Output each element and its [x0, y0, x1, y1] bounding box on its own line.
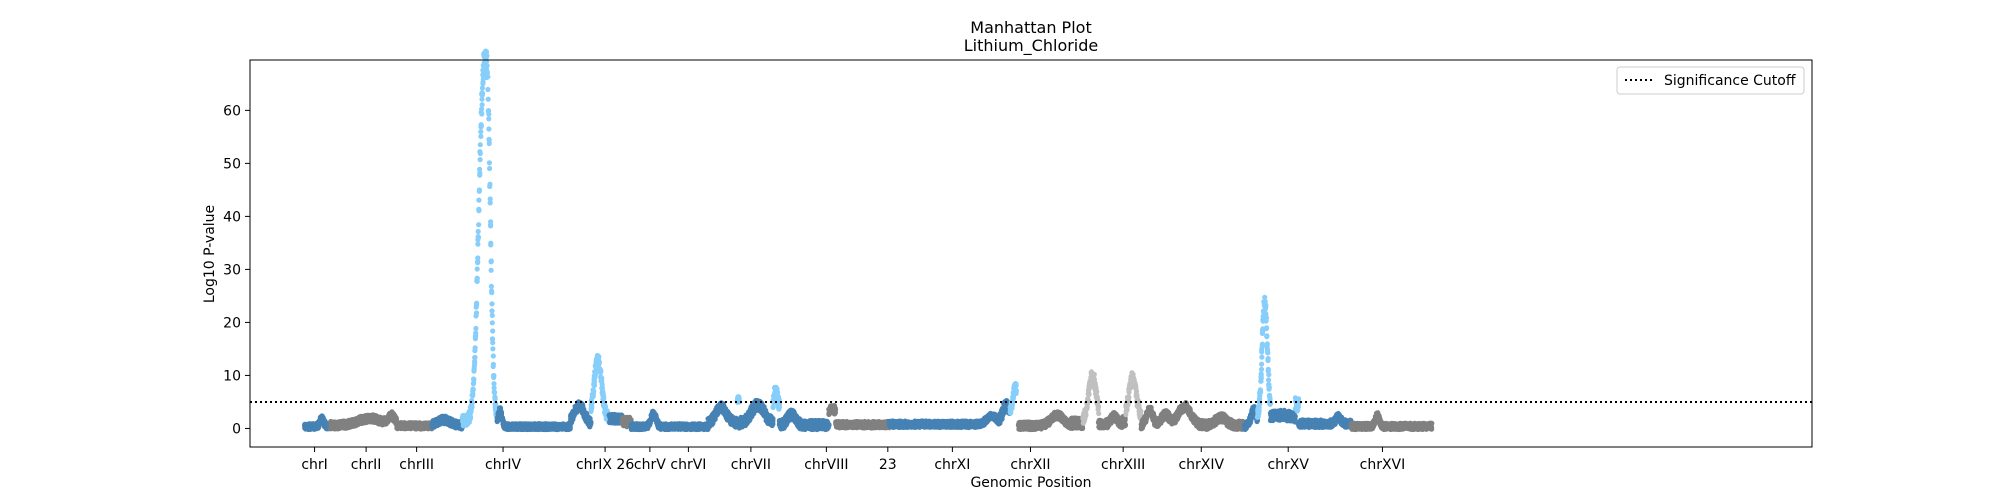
data-point [483, 49, 489, 55]
data-point [488, 267, 494, 273]
chart-title: Manhattan Plot [970, 18, 1091, 37]
data-point [474, 266, 480, 272]
data-point [491, 373, 497, 379]
data-point [599, 381, 605, 388]
data-point [591, 388, 597, 394]
data-point [469, 404, 475, 410]
data-point [474, 302, 480, 308]
data-point [477, 170, 483, 176]
data-point [479, 91, 486, 97]
data-point [484, 63, 490, 69]
data-point [473, 325, 479, 332]
data-point [596, 359, 603, 365]
data-point [472, 360, 478, 366]
data-point [479, 85, 485, 91]
data-point [490, 353, 496, 359]
data-point [489, 320, 495, 326]
data-point [486, 137, 492, 143]
data-point [479, 102, 485, 108]
data-point [479, 96, 485, 102]
data-point [471, 365, 477, 371]
data-point [490, 340, 496, 346]
data-point [770, 418, 776, 424]
data-point [475, 228, 481, 235]
data-points [302, 48, 1435, 433]
data-point [486, 116, 492, 122]
data-point [486, 126, 492, 132]
data-point [490, 346, 496, 352]
data-point [491, 385, 497, 391]
data-point [487, 183, 493, 190]
data-point [489, 288, 495, 294]
data-point [471, 377, 477, 383]
data-point [470, 387, 476, 393]
data-point [487, 165, 493, 172]
data-point [478, 133, 484, 139]
data-point [832, 409, 839, 416]
data-point [476, 222, 482, 228]
data-point [493, 401, 499, 407]
data-point [479, 106, 485, 112]
data-point [484, 53, 490, 59]
data-point [490, 328, 496, 334]
data-point [477, 157, 483, 163]
data-point [489, 301, 495, 307]
data-point [476, 197, 482, 203]
data-point [476, 208, 482, 214]
data-point [473, 310, 480, 316]
data-point [467, 414, 474, 420]
data-point [478, 129, 484, 135]
data-point [598, 368, 604, 374]
data-point [492, 394, 498, 400]
data-point [472, 345, 478, 351]
data-point [475, 241, 481, 247]
data-point [591, 382, 598, 389]
data-point [477, 150, 483, 157]
data-point [567, 426, 573, 432]
data-point [491, 390, 497, 396]
data-point [491, 381, 497, 387]
data-point [475, 260, 481, 266]
data-point [474, 275, 480, 281]
data-point [486, 111, 492, 117]
data-point [485, 96, 491, 102]
data-point [470, 391, 476, 397]
data-point [826, 422, 832, 429]
data-point [486, 160, 492, 166]
data-point [596, 354, 602, 360]
data-point [472, 354, 478, 360]
data-point [776, 404, 783, 410]
data-point [484, 70, 490, 76]
data-point [473, 330, 479, 336]
data-point [589, 406, 595, 412]
data-point [488, 242, 494, 248]
data-point [487, 200, 493, 206]
data-point [489, 308, 495, 314]
data-point [488, 258, 494, 264]
data-point [487, 196, 493, 202]
data-point [477, 142, 483, 148]
data-point [488, 283, 494, 289]
data-point [489, 312, 495, 318]
data-point [479, 111, 485, 117]
data-point [485, 86, 491, 93]
data-point [475, 234, 481, 240]
data-point [476, 188, 482, 194]
data-point [475, 255, 481, 261]
data-point [477, 166, 483, 172]
data-point [488, 219, 494, 225]
chart-subtitle: Lithium_Chloride [964, 36, 1099, 56]
data-point [490, 363, 496, 370]
data-point [628, 417, 634, 423]
data-point [601, 395, 607, 401]
data-point [478, 123, 484, 129]
data-point [588, 419, 594, 425]
data-point [485, 74, 491, 80]
